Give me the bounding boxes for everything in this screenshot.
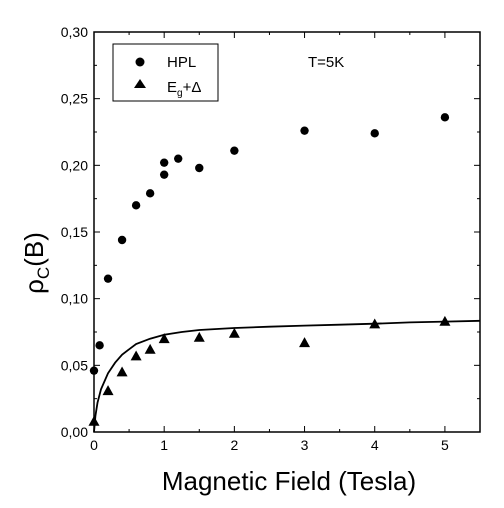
eg-data-point: [88, 415, 100, 426]
eg-data-point: [158, 333, 170, 344]
series-0: [89, 113, 450, 375]
y-tick-label: 0,20: [61, 157, 88, 173]
eg-data-point: [228, 327, 240, 338]
hpl-data-point: [145, 189, 155, 198]
series-1: [88, 315, 451, 426]
eg-data-point: [102, 385, 114, 396]
eg-data-point: [299, 337, 311, 348]
y-tick-label: 0,25: [61, 91, 88, 107]
hpl-data-point: [370, 129, 379, 138]
y-tick-label: 0,10: [61, 291, 88, 307]
hpl-data-point: [440, 113, 450, 122]
legend-box: [112, 43, 219, 102]
legend-marker-eg: [134, 79, 146, 88]
legend: HPL Eg+Δ: [112, 43, 219, 102]
legend-marker-hpl: [135, 57, 145, 67]
fit-curve: [93, 319, 481, 433]
x-axis-title: Magnetic Field (Tesla): [162, 466, 416, 496]
y-tick-label: 0,30: [61, 24, 88, 40]
x-tick-label: 0: [90, 437, 98, 453]
hpl-data-point: [103, 274, 113, 283]
eg-data-point: [369, 318, 381, 329]
x-tick-label: 4: [371, 437, 379, 453]
hpl-data-point: [300, 126, 309, 135]
legend-label-eg-main: E: [167, 79, 177, 96]
y-tick-label: 0,00: [61, 424, 88, 440]
legend-label-eg-tail: +Δ: [183, 79, 202, 96]
legend-label-hpl: HPL: [167, 54, 196, 71]
axis-tick-labels: 0 1 2 3 4 5 0,00 0,05 0,10 0,15 0,20 0,25 0,30: [61, 24, 449, 453]
eg-data-point: [116, 366, 128, 377]
fit-curve-line: [93, 319, 481, 433]
x-tick-label: 3: [301, 437, 309, 453]
hpl-data-point: [159, 170, 169, 179]
x-tick-label: 1: [160, 437, 168, 453]
temperature-annotation: T=5K: [308, 54, 344, 71]
x-tick-label: 5: [441, 437, 449, 453]
y-tick-label: 0,05: [61, 357, 88, 373]
y-tick-label: 0,15: [61, 224, 88, 240]
legend-label-eg: Eg+Δ: [167, 79, 201, 99]
hpl-data-point: [174, 154, 183, 163]
hpl-data-point: [230, 146, 239, 155]
hpl-data-point: [95, 341, 104, 350]
axis-ticks: [93, 31, 480, 433]
eg-data-point: [130, 350, 142, 361]
eg-data-point: [144, 343, 156, 354]
y-axis-title-main: ρ: [19, 279, 49, 294]
legend-label-eg-sub: g: [177, 88, 183, 99]
y-axis-title-sub: C: [34, 267, 53, 279]
hpl-data-point: [89, 366, 99, 375]
hpl-data-point: [117, 235, 127, 245]
y-axis-title-tail: (B): [19, 232, 49, 267]
y-axis-title: ρC(B): [19, 232, 53, 294]
x-tick-label: 2: [230, 437, 238, 453]
hpl-data-point: [195, 163, 204, 173]
hpl-data-point: [131, 201, 141, 210]
eg-data-point: [439, 315, 451, 326]
eg-data-point: [193, 331, 205, 342]
hpl-data-point: [159, 158, 169, 167]
data-series: [88, 113, 451, 426]
